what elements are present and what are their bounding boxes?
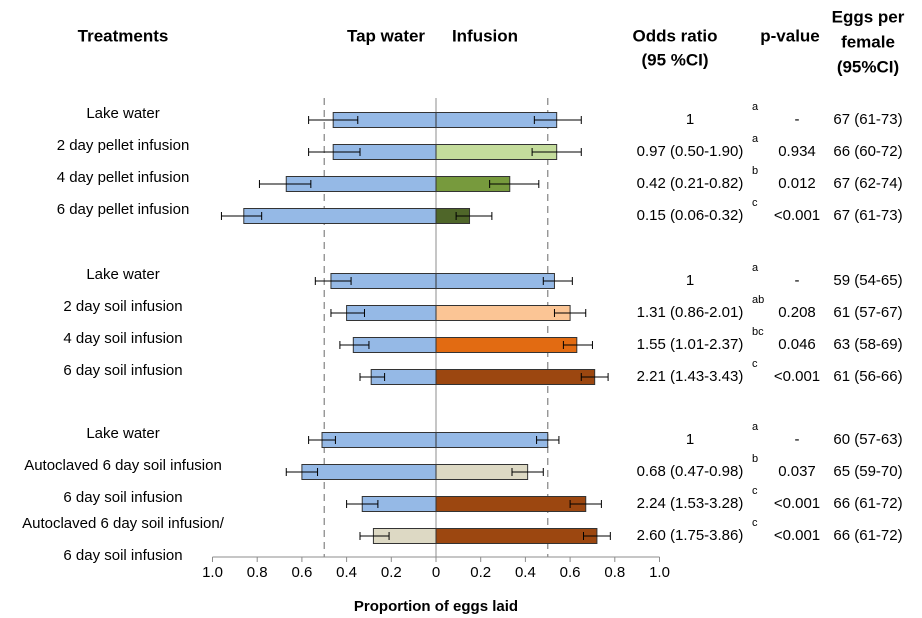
infusion-bar [435, 273, 555, 289]
p-value: 0.037 [778, 463, 816, 480]
eggs-per-female: 66 (61-72) [833, 495, 902, 512]
significance-letter: a [752, 101, 759, 113]
significance-letter: b [752, 165, 758, 177]
tap-water-bar [243, 208, 437, 224]
header-eggs-per: Eggs per [832, 7, 905, 26]
p-value: - [795, 272, 800, 289]
p-value: <0.001 [774, 527, 820, 544]
significance-letter: bc [752, 326, 764, 338]
x-axis-title: Proportion of eggs laid [354, 598, 518, 615]
p-value: <0.001 [774, 207, 820, 224]
eggs-per-female: 59 (54-65) [833, 272, 902, 289]
treatment-label: 4 day pellet infusion [57, 169, 190, 186]
x-tick-label: 0 [432, 564, 440, 581]
odds-ratio-value: 0.15 (0.06-0.32) [637, 207, 744, 224]
treatment-label: 6 day pellet infusion [57, 201, 190, 218]
odds-ratio-value: 0.68 (0.47-0.98) [637, 463, 744, 480]
header-tap-water: Tap water [347, 26, 425, 45]
eggs-per-female: 61 (56-66) [833, 368, 902, 385]
x-tick-label: 0.4 [515, 564, 536, 581]
eggs-per-female: 66 (60-72) [833, 143, 902, 160]
p-value: 0.046 [778, 336, 816, 353]
infusion-bar [435, 369, 596, 385]
x-tick-label: 1.0 [202, 564, 223, 581]
odds-ratio-value: 1 [686, 111, 694, 128]
significance-letter: a [752, 262, 759, 274]
odds-ratio-value: 2.24 (1.53-3.28) [637, 495, 744, 512]
significance-letter: c [752, 517, 758, 529]
treatment-label: Autoclaved 6 day soil infusion/ [22, 515, 225, 532]
treatment-label: Autoclaved 6 day soil infusion [24, 457, 222, 474]
x-tick-label: 0.6 [291, 564, 312, 581]
x-tick-label: 1.0 [649, 564, 670, 581]
tap-water-bar [301, 464, 437, 480]
odds-ratio-value: 1.55 (1.01-2.37) [637, 336, 744, 353]
odds-ratio-value: 2.21 (1.43-3.43) [637, 368, 744, 385]
significance-letter: b [752, 453, 758, 465]
p-value: - [795, 431, 800, 448]
infusion-bar [435, 528, 598, 544]
p-value: 0.208 [778, 304, 816, 321]
eggs-per-female: 60 (57-63) [833, 431, 902, 448]
treatment-label: 2 day soil infusion [63, 298, 182, 315]
infusion-bar [435, 305, 571, 321]
eggs-per-female: 61 (57-67) [833, 304, 902, 321]
header-eggs-female: female [841, 32, 895, 51]
infusion-bar [435, 496, 587, 512]
p-value: 0.934 [778, 143, 816, 160]
treatment-label: 6 day soil infusion [63, 547, 182, 564]
significance-letter: c [752, 358, 758, 370]
significance-letter: a [752, 133, 759, 145]
x-tick-label: 0.8 [604, 564, 625, 581]
header-odds-ci: (95 %CI) [641, 50, 708, 69]
significance-letter: a [752, 421, 759, 433]
header-treatments: Treatments [78, 26, 169, 45]
x-tick-label: 0.8 [247, 564, 268, 581]
treatment-label: 4 day soil infusion [63, 330, 182, 347]
infusion-bar [435, 337, 578, 353]
treatment-label: Lake water [86, 425, 159, 442]
odds-ratio-value: 1.31 (0.86-2.01) [637, 304, 744, 321]
header-eggs-ci: (95%CI) [837, 57, 899, 76]
eggs-per-female: 66 (61-72) [833, 527, 902, 544]
p-value: <0.001 [774, 495, 820, 512]
odds-ratio-value: 1 [686, 272, 694, 289]
treatment-label: 2 day pellet infusion [57, 137, 190, 154]
p-value: - [795, 111, 800, 128]
x-tick-label: 0.6 [560, 564, 581, 581]
eggs-per-female: 67 (62-74) [833, 175, 902, 192]
treatment-label: Lake water [86, 105, 159, 122]
x-tick-label: 0.2 [470, 564, 491, 581]
header-odds-ratio: Odds ratio [632, 26, 717, 45]
treatment-label: 6 day soil infusion [63, 489, 182, 506]
infusion-bar [435, 432, 549, 448]
odds-ratio-value: 0.42 (0.21-0.82) [637, 175, 744, 192]
header-infusion: Infusion [452, 26, 518, 45]
x-tick-label: 0.4 [336, 564, 357, 581]
tap-water-bar [321, 432, 437, 448]
significance-letter: c [752, 197, 758, 209]
treatment-label: 6 day soil infusion [63, 362, 182, 379]
x-tick-label: 0.2 [381, 564, 402, 581]
significance-letter: ab [752, 294, 764, 306]
odds-ratio-value: 2.60 (1.75-3.86) [637, 527, 744, 544]
eggs-per-female: 65 (59-70) [833, 463, 902, 480]
header-p-value: p-value [760, 26, 820, 45]
treatment-label: Lake water [86, 266, 159, 283]
p-value: <0.001 [774, 368, 820, 385]
odds-ratio-value: 1 [686, 431, 694, 448]
odds-ratio-value: 0.97 (0.50-1.90) [637, 143, 744, 160]
eggs-per-female: 67 (61-73) [833, 207, 902, 224]
significance-letter: c [752, 485, 758, 497]
p-value: 0.012 [778, 175, 816, 192]
eggs-per-female: 67 (61-73) [833, 111, 902, 128]
eggs-per-female: 63 (58-69) [833, 336, 902, 353]
